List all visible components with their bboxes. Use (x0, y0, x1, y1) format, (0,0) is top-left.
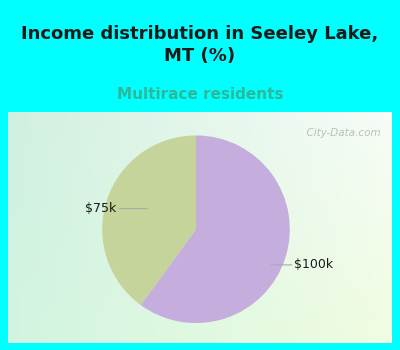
Wedge shape (141, 135, 290, 323)
Wedge shape (102, 135, 196, 305)
Text: City-Data.com: City-Data.com (300, 128, 380, 138)
Text: Income distribution in Seeley Lake,
MT (%): Income distribution in Seeley Lake, MT (… (21, 25, 379, 65)
Text: $75k: $75k (85, 202, 147, 215)
Text: $100k: $100k (271, 258, 334, 271)
Text: Multirace residents: Multirace residents (117, 86, 283, 102)
